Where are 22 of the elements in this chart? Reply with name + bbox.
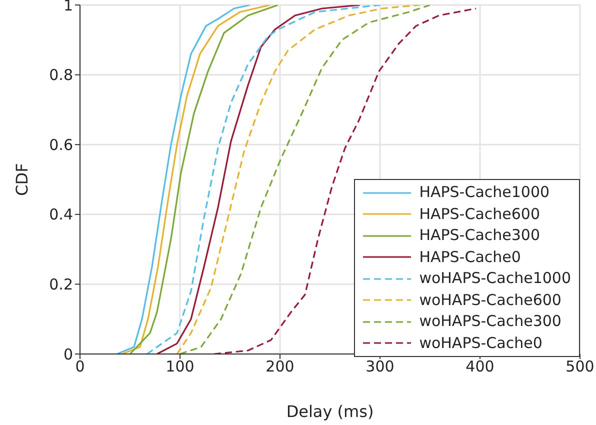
x-tick-label: 200	[266, 358, 294, 376]
legend-label: HAPS-Cache600	[419, 204, 540, 224]
y-tick-label: 0.8	[49, 66, 73, 84]
y-tick-label: 0	[63, 345, 73, 364]
y-tick-label: 0.4	[49, 206, 73, 224]
legend-label: woHAPS-Cache600	[419, 290, 562, 310]
x-tick-label: 500	[566, 358, 594, 376]
x-tick-label: 400	[466, 358, 494, 376]
legend-label: HAPS-Cache0	[419, 246, 521, 268]
legend-label: woHAPS-Cache0	[419, 332, 542, 354]
y-tick-label: 0.6	[49, 136, 73, 154]
line-series	[116, 5, 251, 354]
legend-label: woHAPS-Cache300	[419, 311, 562, 332]
legend-label: HAPS-Cache1000	[419, 182, 550, 203]
x-tick-label: 0	[75, 358, 85, 376]
x-tick-label: 100	[166, 358, 194, 376]
y-axis-title: CDF	[12, 163, 32, 196]
y-tick-label: 0.2	[49, 276, 73, 294]
x-tick-label: 300	[366, 358, 394, 376]
legend-label: woHAPS-Cache1000	[419, 268, 571, 289]
x-axis-title: Delay (ms)	[286, 402, 374, 421]
legend-label: HAPS-Cache300	[419, 225, 540, 246]
